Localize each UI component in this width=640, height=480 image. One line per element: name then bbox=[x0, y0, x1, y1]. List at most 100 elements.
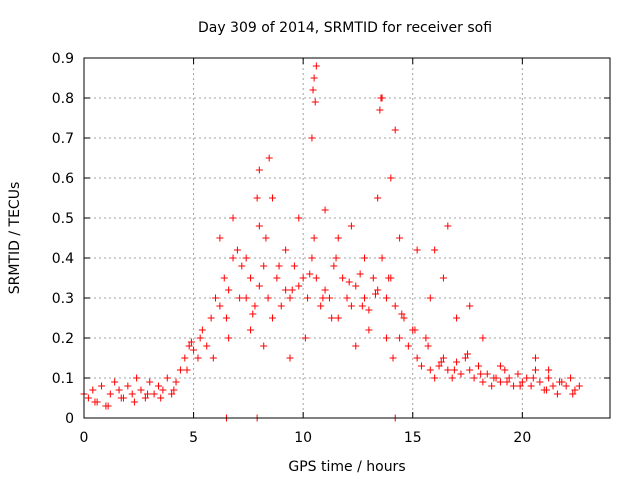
y-tick-label: 0.4 bbox=[52, 251, 74, 267]
data-point bbox=[529, 374, 537, 382]
data-point bbox=[431, 246, 439, 254]
data-point bbox=[475, 362, 482, 370]
data-point bbox=[233, 246, 241, 254]
data-point bbox=[265, 154, 273, 162]
data-point bbox=[130, 398, 138, 406]
data-point bbox=[503, 378, 511, 386]
data-point bbox=[391, 302, 399, 310]
data-point bbox=[514, 370, 522, 378]
data-point bbox=[365, 326, 373, 334]
data-point bbox=[299, 274, 307, 282]
data-point bbox=[236, 294, 244, 302]
data-point bbox=[229, 214, 237, 222]
data-point bbox=[496, 362, 504, 370]
data-point bbox=[464, 350, 472, 358]
y-tick-label: 0.7 bbox=[52, 131, 74, 147]
data-point bbox=[510, 382, 518, 390]
data-point bbox=[398, 310, 406, 318]
data-point bbox=[450, 366, 458, 374]
data-point bbox=[391, 126, 399, 134]
data-point bbox=[170, 386, 178, 394]
y-tick-label: 0.3 bbox=[52, 291, 74, 307]
data-point bbox=[282, 286, 290, 294]
data-point bbox=[437, 358, 445, 366]
y-tick-label: 0.8 bbox=[52, 91, 74, 107]
data-point bbox=[89, 386, 97, 394]
data-point bbox=[260, 342, 268, 350]
data-point bbox=[157, 394, 165, 402]
data-point bbox=[404, 342, 412, 350]
data-point bbox=[111, 378, 119, 386]
data-point bbox=[505, 374, 513, 382]
data-point bbox=[356, 270, 364, 278]
data-point bbox=[172, 378, 180, 386]
data-point bbox=[273, 274, 281, 282]
data-point bbox=[106, 390, 114, 398]
y-tick-label: 0.1 bbox=[52, 371, 74, 387]
data-point bbox=[477, 370, 485, 378]
x-tick-label: 0 bbox=[80, 430, 89, 446]
data-point bbox=[321, 286, 329, 294]
data-point bbox=[168, 390, 176, 398]
data-point bbox=[312, 274, 320, 282]
data-point bbox=[242, 254, 250, 262]
data-point bbox=[247, 326, 255, 334]
data-point bbox=[255, 282, 263, 290]
data-point bbox=[426, 294, 434, 302]
data-point bbox=[444, 222, 452, 230]
data-point bbox=[249, 310, 257, 318]
data-point bbox=[352, 342, 360, 350]
data-point bbox=[426, 366, 434, 374]
data-point bbox=[229, 254, 237, 262]
data-point bbox=[490, 374, 498, 382]
data-point bbox=[448, 374, 456, 382]
data-point bbox=[470, 374, 478, 382]
data-point bbox=[185, 342, 193, 350]
data-point bbox=[308, 254, 316, 262]
data-point bbox=[361, 254, 369, 262]
data-point bbox=[159, 386, 167, 394]
data-point bbox=[144, 390, 152, 398]
data-point bbox=[575, 382, 583, 390]
data-point bbox=[220, 274, 228, 282]
data-point bbox=[516, 382, 524, 390]
data-point bbox=[187, 338, 195, 346]
data-point bbox=[439, 354, 447, 362]
data-point bbox=[104, 402, 112, 410]
x-tick-label: 10 bbox=[294, 430, 312, 446]
data-point bbox=[466, 366, 474, 374]
data-point bbox=[198, 326, 206, 334]
data-point bbox=[181, 354, 189, 362]
data-point bbox=[345, 278, 353, 286]
data-points bbox=[80, 62, 583, 422]
data-point bbox=[334, 234, 342, 242]
y-axis-label: SRMTID / TECUs bbox=[7, 182, 23, 295]
y-tick-label: 0 bbox=[65, 411, 74, 427]
data-point bbox=[374, 194, 382, 202]
grid bbox=[84, 58, 610, 418]
data-point bbox=[141, 394, 149, 402]
data-point bbox=[549, 382, 557, 390]
data-point bbox=[286, 294, 294, 302]
data-point bbox=[251, 302, 259, 310]
data-point bbox=[209, 354, 217, 362]
data-point bbox=[262, 234, 270, 242]
data-point bbox=[479, 334, 487, 342]
data-point bbox=[309, 86, 317, 94]
data-point bbox=[479, 378, 487, 386]
data-point bbox=[216, 302, 224, 310]
data-point bbox=[439, 274, 447, 282]
data-point bbox=[310, 234, 318, 242]
data-point bbox=[411, 326, 419, 334]
data-point bbox=[183, 366, 191, 374]
data-point bbox=[347, 302, 355, 310]
data-point bbox=[317, 302, 325, 310]
data-point bbox=[444, 366, 452, 374]
data-point bbox=[453, 358, 461, 366]
data-point bbox=[536, 378, 544, 386]
data-point bbox=[496, 378, 504, 386]
data-point bbox=[343, 294, 351, 302]
data-point bbox=[277, 302, 285, 310]
y-tick-label: 0.2 bbox=[52, 331, 74, 347]
data-point bbox=[377, 94, 385, 102]
